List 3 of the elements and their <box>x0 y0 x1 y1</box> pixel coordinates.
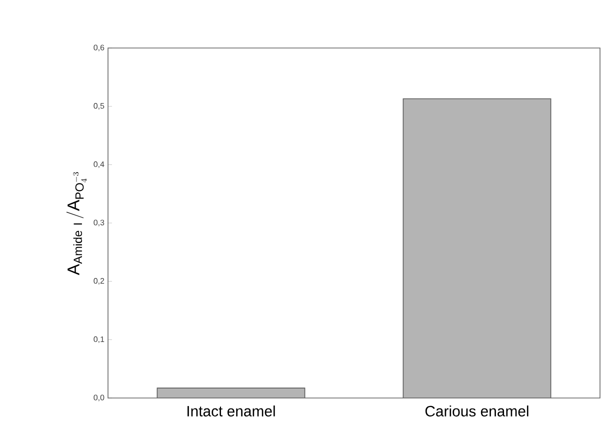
x-tick-label: Intact enamel <box>188 406 275 416</box>
y-axis-title: $\mathrm{A}_{\mathrm{Amide\ I}}\,/\mathrm{A}_{\mathrm{PO}_{4}^{-3}}$ <box>66 172 87 276</box>
x-tick-label: Carious enamel <box>425 406 528 416</box>
